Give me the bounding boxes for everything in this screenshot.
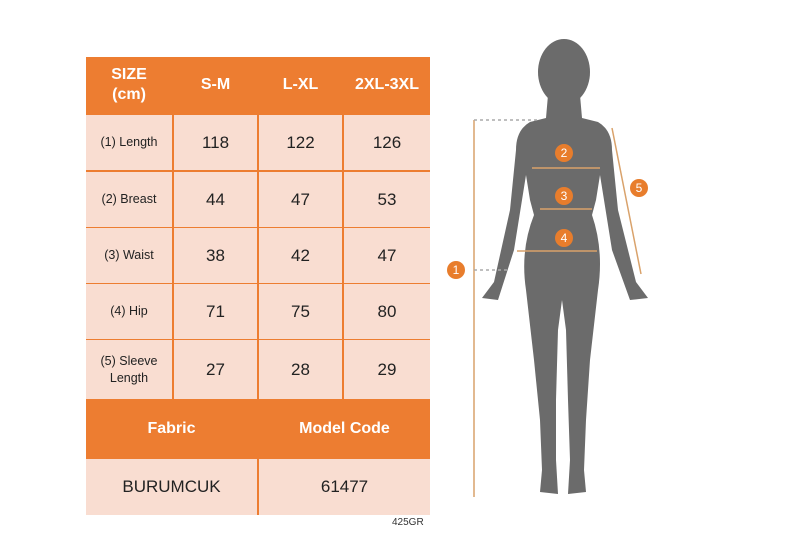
row-label-text: (5) Sleeve Length: [100, 353, 158, 385]
value-cell-text: 47: [291, 189, 310, 209]
value-cell-text: 80: [377, 301, 397, 321]
measurement-lines: [473, 119, 642, 497]
value-cell: 42: [259, 228, 342, 283]
marker-5: [630, 179, 648, 197]
value-cell-text: 29: [377, 359, 397, 379]
header-cell: S-M: [174, 57, 257, 113]
marker-1: [447, 261, 465, 279]
row-label-text: (4) Hip: [110, 304, 148, 318]
value-cell: 27: [174, 340, 257, 399]
row-label: (2) Breast: [86, 172, 172, 227]
row-label: (5) Sleeve Length: [86, 340, 172, 399]
value-cell: 53: [344, 172, 430, 227]
header-cell: SIZE (cm): [86, 57, 172, 113]
value-cell-text: 118: [201, 132, 230, 152]
value-cell: 38: [174, 228, 257, 283]
marker-3-label: 3: [561, 189, 568, 203]
row-label: (3) Waist: [86, 228, 172, 283]
row-label: (1) Length: [86, 115, 172, 170]
silhouette: [482, 39, 648, 494]
row-label-text: (2) Breast: [101, 192, 157, 206]
value-cell: 47: [344, 228, 430, 283]
value-cell-text: 27: [206, 359, 225, 379]
value-cell: 80: [344, 284, 430, 339]
value-cell: 71: [174, 284, 257, 339]
value-cell: 122: [259, 115, 342, 170]
value-cell: 29: [344, 340, 430, 399]
value-cell-text: 71: [206, 301, 225, 321]
fabric-value: BURUMCUK: [86, 459, 257, 515]
value-cell-text: 44: [206, 189, 225, 209]
marker-4: [555, 229, 573, 247]
marker-5-label: 5: [636, 181, 643, 195]
size-chart-table: SIZE (cm) S-M L-XL 2XL-3XL (1) Length 118 122 1…: [86, 57, 430, 515]
value-cell-text: 126: [372, 132, 402, 152]
row-label: (4) Hip: [86, 284, 172, 339]
value-cell-text: 122: [286, 132, 315, 152]
value-cell-text: 53: [377, 189, 397, 209]
value-cell: 75: [259, 284, 342, 339]
header-cell: L-XL: [259, 57, 342, 113]
marker-1-label: 1: [453, 263, 460, 277]
row-label-text: (1) Length: [100, 135, 158, 149]
model-code-header-text: Model Code: [299, 420, 390, 437]
fabric-value-text: BURUMCUK: [122, 477, 221, 496]
header-cell-text: SIZE (cm): [111, 66, 147, 103]
marker-4-label: 4: [561, 231, 568, 245]
value-cell-text: 28: [291, 359, 310, 379]
model-code-value: 61477: [259, 459, 430, 515]
body-silhouette-figure: 1 2 3 4 5: [447, 39, 648, 497]
header-cell-text: L-XL: [282, 76, 319, 93]
marker-2: [555, 144, 573, 162]
model-code-value-text: 61477: [320, 477, 369, 496]
value-cell-text: 38: [206, 245, 225, 265]
value-cell: 126: [344, 115, 430, 170]
product-code: 425GR: [392, 517, 424, 528]
header-cell: 2XL-3XL: [344, 57, 430, 113]
value-cell-text: 47: [377, 245, 397, 265]
value-cell-text: 75: [291, 301, 310, 321]
header-cell-text: 2XL-3XL: [354, 76, 419, 93]
model-code-header: Model Code: [259, 401, 430, 457]
marker-3: [555, 187, 573, 205]
value-cell: 44: [174, 172, 257, 227]
value-cell-text: 42: [291, 245, 310, 265]
value-cell: 47: [259, 172, 342, 227]
marker-2-label: 2: [561, 146, 568, 160]
row-label-text: (3) Waist: [104, 248, 154, 262]
value-cell: 118: [174, 115, 257, 170]
fabric-header: Fabric: [86, 401, 257, 457]
fabric-header-text: Fabric: [147, 420, 196, 437]
header-cell-text: S-M: [200, 76, 231, 93]
value-cell: 28: [259, 340, 342, 399]
